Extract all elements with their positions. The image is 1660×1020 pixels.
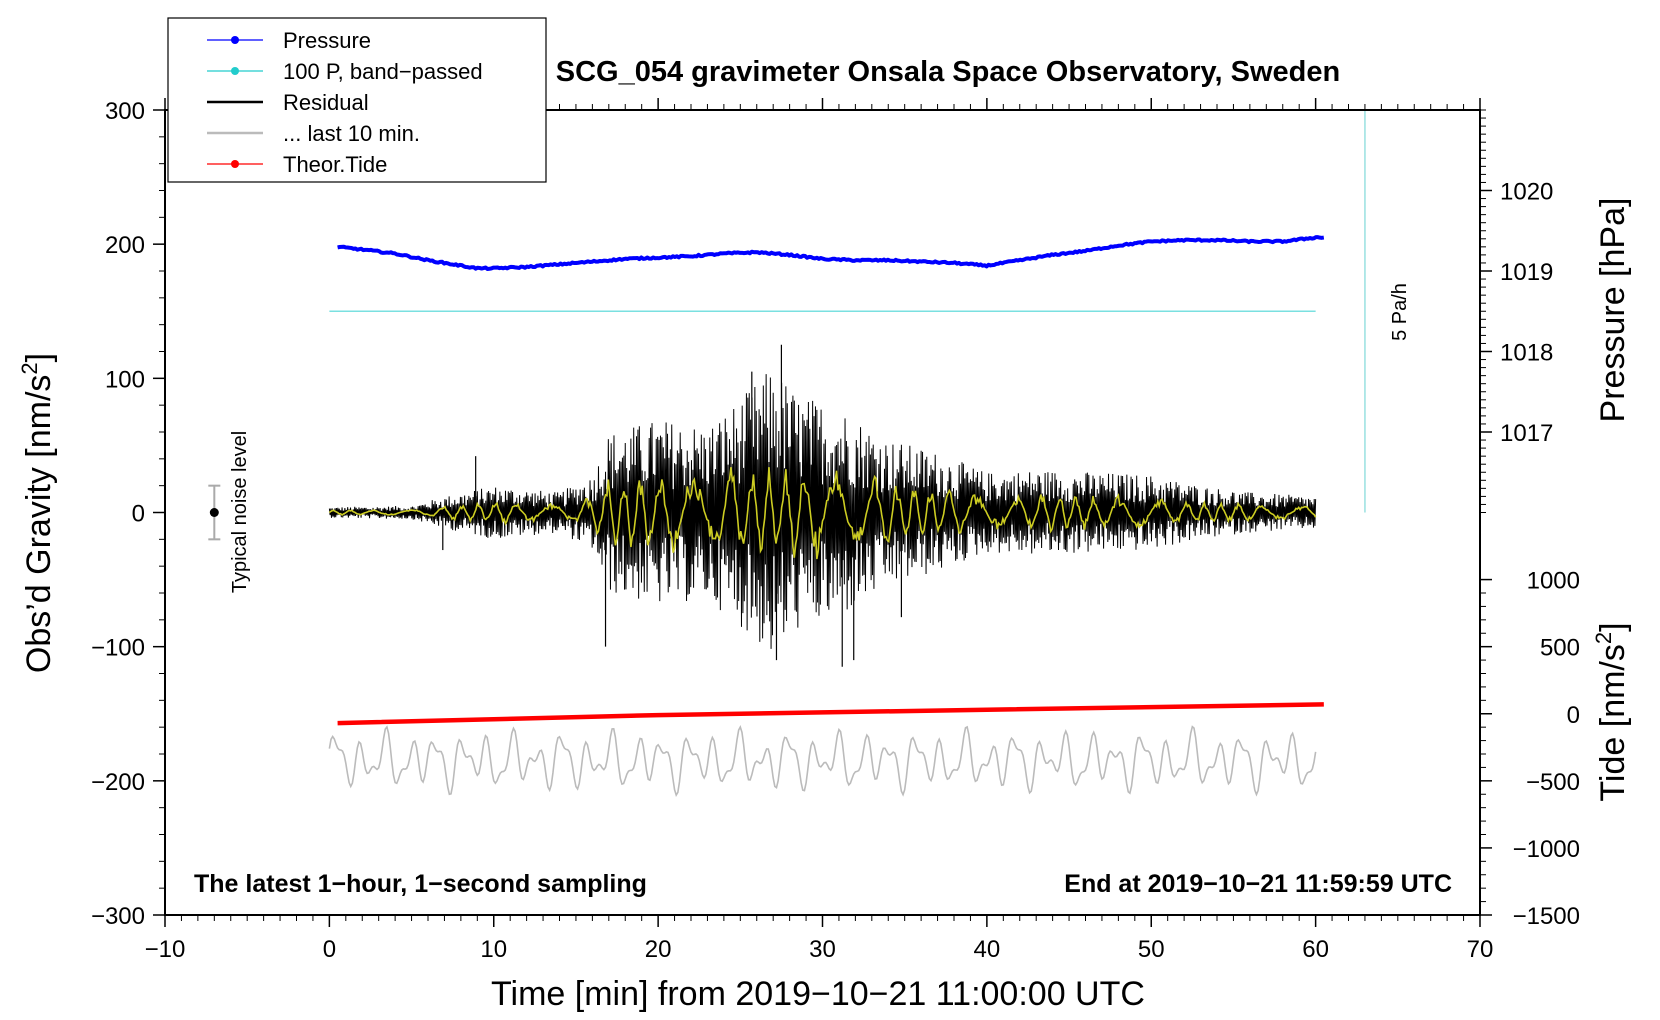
y-axis-tide-title-main: Tide [nm/s <box>1594 644 1632 801</box>
footnote-left: The latest 1−hour, 1−second sampling <box>194 870 647 898</box>
y-left-tick-label-4: −100 <box>91 635 145 662</box>
x-tick-label-8: 70 <box>1467 936 1494 963</box>
x-axis-title: Time [min] from 2019−10−21 11:00:00 UTC <box>491 975 1145 1013</box>
y-axis-tide: 1000 500 0 −500 −1000 −1500 <box>1480 568 1580 930</box>
y-axis-tide-title-sup: 2 <box>1591 632 1616 644</box>
residual-line <box>328 374 1317 649</box>
rate-bar-label: 5 Pa/h <box>1389 283 1411 341</box>
x-tick-label-5: 40 <box>974 936 1001 963</box>
pressure-tick-label-3: 1017 <box>1500 420 1553 447</box>
y-axis-tide-title: Tide [nm/s2] <box>1591 622 1632 801</box>
y-axis-left-title-main: Obs’d Gravity [nm/s <box>20 375 58 674</box>
y-left-tick-label-0: 300 <box>105 98 145 125</box>
tide-tick-label-2: 0 <box>1567 702 1580 729</box>
y-axis-left: 300 200 100 0 −100 −200 −300 <box>91 98 165 930</box>
pressure-tick-label-2: 1018 <box>1500 340 1553 367</box>
y-left-tick-label-6: −300 <box>91 903 145 930</box>
legend-label-1: 100 P, band−passed <box>283 59 483 84</box>
legend-label-3: ... last 10 min. <box>283 121 420 146</box>
x-tick-label-3: 20 <box>645 936 672 963</box>
x-tick-label-7: 60 <box>1302 936 1329 963</box>
pressure-tick-label-0: 1020 <box>1500 179 1553 206</box>
theoretical-tide-line <box>337 702 1324 726</box>
legend-marker-4 <box>231 160 239 168</box>
legend-marker-0 <box>231 36 239 44</box>
x-tick-label-4: 30 <box>809 936 836 963</box>
legend-marker-1 <box>231 67 239 75</box>
legend-box <box>167 17 547 183</box>
legend-items: Pressure 100 P, band−passed Residual ... la… <box>207 28 483 177</box>
legend-label-2: Residual <box>283 90 369 115</box>
annotation-group <box>208 110 1366 541</box>
tide-tick-label-3: −500 <box>1526 769 1580 796</box>
x-axis: −10 0 10 20 30 40 50 60 70 <box>145 98 1494 963</box>
noise-level-label: Typical noise level <box>229 431 251 593</box>
y-axis-left-title-sup: 2 <box>17 362 42 374</box>
y-left-tick-label-3: 0 <box>132 501 145 528</box>
y-axis-pressure-title: Pressure [hPa] <box>1594 198 1632 423</box>
noise-bar-dot <box>209 508 219 517</box>
legend: Pressure 100 P, band−passed Residual ... la… <box>167 17 547 183</box>
legend-label-4: Theor.Tide <box>283 152 387 177</box>
series-group <box>329 235 1325 726</box>
pressure-tick-label-1: 1019 <box>1500 259 1553 286</box>
footnote-right: End at 2019−10−21 11:59:59 UTC <box>1064 870 1452 898</box>
gravity-series-group <box>328 344 1317 798</box>
y-axis-left-title: Obs’d Gravity [nm/s2] <box>17 353 58 673</box>
band-passed-overlay-line <box>328 467 1317 560</box>
tide-tick-label-4: −1000 <box>1513 836 1580 863</box>
y-left-tick-label-1: 200 <box>105 232 145 259</box>
y-left-tick-label-5: −200 <box>91 769 145 796</box>
chart-title: SCG_054 gravimeter Onsala Space Observat… <box>556 56 1340 88</box>
y-left-tick-label-2: 100 <box>105 366 145 393</box>
pressure-line <box>337 235 1325 271</box>
y-axis-tide-title-end: ] <box>1594 622 1632 631</box>
y-axis-pressure: 1020 1019 1018 1017 <box>1480 109 1553 513</box>
last-10-min-line <box>328 724 1317 798</box>
legend-label-0: Pressure <box>283 28 371 53</box>
x-tick-label-6: 50 <box>1138 936 1165 963</box>
x-tick-label-0: −10 <box>145 936 186 963</box>
tide-tick-label-5: −1500 <box>1513 903 1580 930</box>
tide-tick-label-1: 500 <box>1540 635 1580 662</box>
x-tick-label-2: 10 <box>480 936 507 963</box>
tide-tick-label-0: 1000 <box>1527 568 1580 595</box>
x-tick-label-1: 0 <box>323 936 336 963</box>
y-axis-left-title-end: ] <box>20 353 58 362</box>
